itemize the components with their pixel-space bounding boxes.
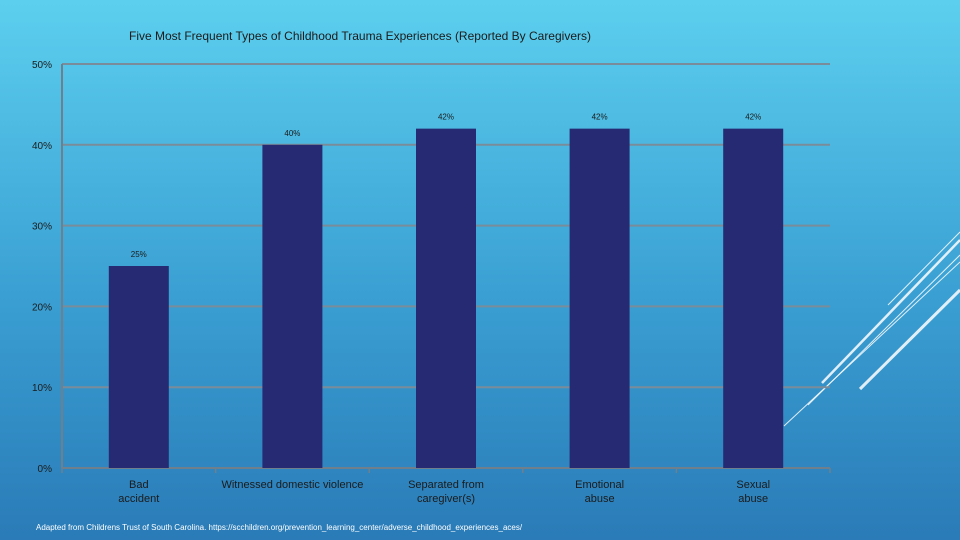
y-axis-ticks: 0% 10% 20% 30% 40% 50% bbox=[32, 60, 52, 475]
decor-line-1 bbox=[858, 288, 960, 391]
decorative-lines bbox=[783, 231, 960, 427]
category-label-line: abuse bbox=[585, 493, 615, 505]
y-tick-label: 40% bbox=[32, 141, 52, 152]
decor-line-0 bbox=[821, 239, 960, 384]
decor-line-4 bbox=[783, 261, 960, 427]
category-label-line: Sexual bbox=[736, 479, 770, 491]
data-label: 42% bbox=[745, 113, 761, 122]
category-label-line: Separated from bbox=[408, 479, 484, 491]
source-citation: Adapted from Childrens Trust of South Ca… bbox=[36, 523, 523, 532]
category-label: Sexual abuse bbox=[736, 479, 770, 505]
category-label-line: abuse bbox=[738, 493, 768, 505]
category-labels: Bad accident Witnessed domestic violence Se… bbox=[118, 479, 770, 505]
y-tick-label: 50% bbox=[32, 60, 52, 71]
bar bbox=[262, 144, 323, 469]
category-label: Bad accident bbox=[118, 479, 159, 505]
y-tick-label: 0% bbox=[38, 464, 53, 475]
y-tick-label: 20% bbox=[32, 302, 52, 313]
category-label-line: Bad bbox=[129, 479, 149, 491]
bar bbox=[416, 128, 476, 468]
decor-line-2 bbox=[887, 231, 960, 306]
category-label: Separated from caregiver(s) bbox=[408, 479, 484, 505]
chart-title: Five Most Frequent Types of Childhood Tr… bbox=[129, 29, 591, 43]
data-label: 42% bbox=[592, 113, 608, 122]
y-tick-label: 10% bbox=[32, 383, 52, 394]
y-tick-label: 30% bbox=[32, 222, 52, 233]
category-label-line: Emotional bbox=[575, 479, 624, 491]
bars bbox=[108, 128, 784, 469]
bar bbox=[723, 128, 784, 468]
data-labels: 25% 40% 42% 42% 42% bbox=[131, 113, 761, 259]
data-label: 25% bbox=[131, 250, 147, 259]
bar bbox=[108, 266, 169, 468]
data-label: 42% bbox=[438, 113, 454, 122]
bar bbox=[569, 128, 630, 468]
category-label: Witnessed domestic violence bbox=[221, 479, 363, 491]
category-label-line: Witnessed domestic violence bbox=[221, 479, 363, 491]
category-label-line: caregiver(s) bbox=[417, 493, 475, 505]
category-label-line: accident bbox=[118, 493, 159, 505]
category-label: Emotional abuse bbox=[575, 479, 624, 505]
data-label: 40% bbox=[284, 129, 300, 138]
